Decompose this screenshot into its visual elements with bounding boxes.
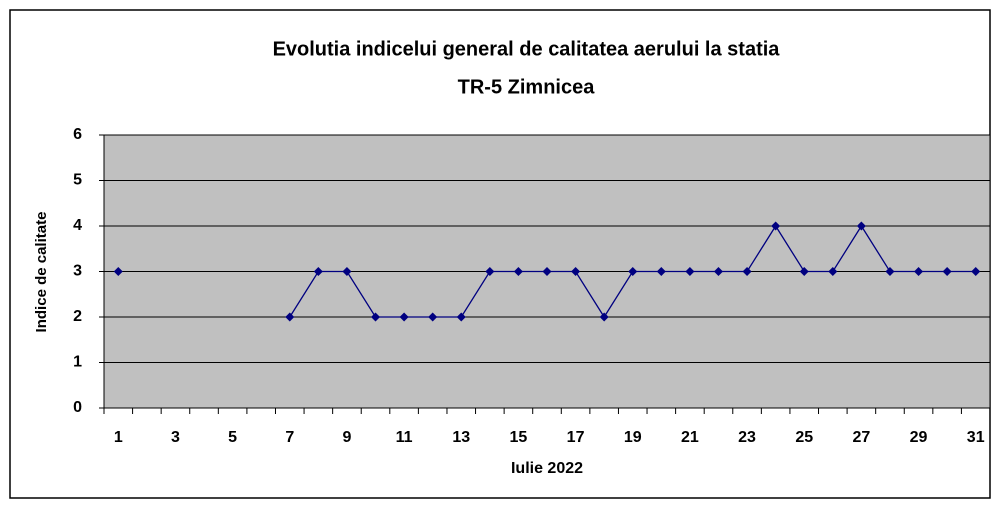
x-axis-label: Iulie 2022: [511, 460, 583, 477]
data-marker: [571, 267, 581, 276]
data-marker: [942, 267, 952, 276]
data-marker: [656, 267, 666, 276]
data-marker: [485, 267, 495, 276]
data-marker: [399, 312, 409, 322]
x-tick-label: 27: [852, 429, 870, 446]
data-marker: [456, 312, 466, 322]
data-marker: [428, 312, 438, 322]
y-tick-label: 5: [73, 172, 82, 189]
data-marker: [771, 221, 781, 231]
y-tick-label: 6: [73, 126, 82, 143]
data-marker: [371, 312, 381, 322]
x-tick-label: 9: [342, 429, 351, 446]
data-marker: [628, 267, 638, 276]
data-marker: [599, 312, 609, 322]
x-tick-label: 7: [285, 429, 294, 446]
x-tick-label: 21: [681, 429, 699, 446]
x-tick-label: 17: [567, 429, 585, 446]
y-tick-label: 0: [73, 399, 82, 416]
data-marker: [799, 267, 809, 276]
data-marker: [828, 267, 838, 276]
data-marker: [685, 267, 695, 276]
x-tick-label: 11: [396, 429, 413, 446]
y-axis-label: Indice de calitate: [33, 212, 50, 333]
data-marker: [313, 267, 323, 276]
data-marker: [285, 312, 295, 322]
chart-title: TR-5 Zimnicea: [458, 76, 596, 98]
x-tick-label: 23: [738, 429, 756, 446]
y-tick-label: 3: [73, 263, 82, 280]
y-tick-label: 1: [73, 354, 82, 371]
x-tick-label: 25: [795, 429, 813, 446]
data-marker: [342, 267, 352, 276]
data-marker: [713, 267, 723, 276]
x-tick-label: 29: [910, 429, 928, 446]
data-marker: [971, 267, 981, 276]
data-marker: [542, 267, 552, 276]
x-tick-label: 3: [171, 429, 180, 446]
data-marker: [856, 221, 866, 231]
x-tick-label: 19: [624, 429, 642, 446]
y-tick-label: 4: [73, 217, 82, 234]
x-tick-label: 1: [114, 429, 123, 446]
data-marker: [742, 267, 752, 276]
data-marker: [113, 267, 123, 276]
chart-title: Evolutia indicelui general de calitatea …: [273, 38, 781, 60]
x-tick-label: 13: [452, 429, 470, 446]
data-marker: [914, 267, 924, 276]
data-marker: [885, 267, 895, 276]
data-marker: [513, 267, 523, 276]
y-tick-label: 2: [73, 308, 82, 325]
x-tick-label: 5: [228, 429, 237, 446]
x-tick-label: 31: [967, 429, 985, 446]
x-tick-label: 15: [510, 429, 528, 446]
